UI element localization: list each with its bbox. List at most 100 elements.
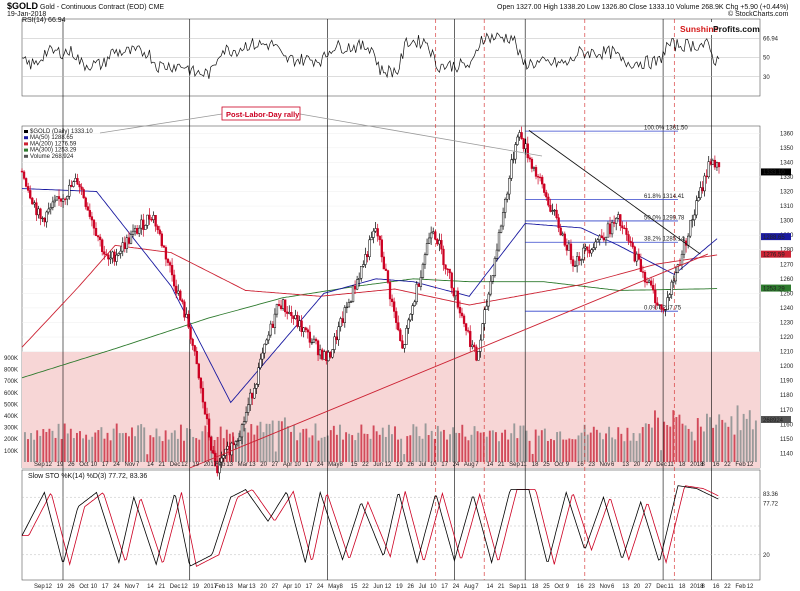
candle-body <box>253 388 256 399</box>
candle-body <box>571 259 575 267</box>
candle-body <box>440 240 443 250</box>
candle-body <box>691 219 694 221</box>
volume-bar <box>72 438 75 462</box>
volume-bar <box>681 423 684 462</box>
volume-bar <box>36 430 39 462</box>
volume-bar <box>378 434 381 462</box>
candle-body <box>218 461 221 474</box>
volume-bar <box>384 436 387 462</box>
volume-bar <box>733 434 736 462</box>
volume-bar <box>657 417 659 462</box>
candle-body <box>563 233 566 246</box>
candle-body <box>61 198 65 202</box>
candle-body <box>117 253 120 256</box>
volume-bar <box>143 427 146 462</box>
candle-body <box>617 214 620 219</box>
volume-bar <box>85 434 88 462</box>
x-tick-label-price: 16 <box>577 462 584 468</box>
candle-body <box>129 234 133 244</box>
candle-body <box>541 176 544 185</box>
candle-body <box>247 404 250 413</box>
volume-bar <box>30 433 33 462</box>
volume-tick-label: 700K <box>4 379 18 385</box>
candle-body <box>553 209 556 212</box>
x-tick-label-price: 17 <box>102 462 109 468</box>
x-tick-label-price: Oct <box>554 462 564 468</box>
volume-bar <box>623 441 626 462</box>
candle-body <box>524 143 527 149</box>
x-tick-label-price: Dec <box>170 462 181 468</box>
candle-body <box>592 247 595 250</box>
volume-bar <box>27 439 29 462</box>
candle-body <box>94 227 98 236</box>
x-tick-label-bottom: 18 <box>679 584 686 590</box>
fib-label: 50.0% 1299.78 <box>644 215 685 221</box>
candle-body <box>360 266 363 279</box>
candle-body <box>413 301 416 306</box>
volume-bar <box>121 433 124 462</box>
volume-bar <box>311 435 314 462</box>
volume-bar <box>730 416 733 462</box>
brand-profits: Profits.com <box>713 24 760 34</box>
candle-body <box>575 256 579 267</box>
candle-body <box>90 216 94 221</box>
volume-bar <box>595 429 598 462</box>
candle-body <box>284 299 287 313</box>
candle-body <box>207 418 211 438</box>
x-tick-label-bottom: Feb <box>215 584 226 590</box>
candle-body <box>499 225 503 233</box>
x-tick-label-bottom: 10 <box>91 584 98 590</box>
candle-body <box>43 217 46 223</box>
candle-body <box>175 285 178 294</box>
candle-body <box>300 320 303 332</box>
candle-body <box>602 237 606 241</box>
candle-body <box>82 189 85 199</box>
volume-bar <box>45 431 48 462</box>
x-tick-label-bottom: 11 <box>520 584 527 590</box>
x-tick-label-bottom: 27 <box>645 584 652 590</box>
candle-body <box>150 219 153 221</box>
candle-body <box>347 302 351 308</box>
volume-bar <box>614 439 617 462</box>
candle-body <box>74 178 77 182</box>
volume-bar <box>534 429 537 462</box>
volume-bar <box>152 437 155 462</box>
candle-body <box>621 225 624 229</box>
candle-body <box>294 315 297 319</box>
volume-bar <box>109 440 112 462</box>
rsi-label: RSI(14) 66.94 <box>22 17 66 24</box>
candle-body <box>84 197 87 207</box>
candle-body <box>654 289 657 304</box>
candle-body <box>78 183 81 188</box>
volume-bar <box>369 438 372 462</box>
x-tick-label-bottom: 17 <box>102 584 109 590</box>
volume-bar <box>702 431 705 462</box>
candle-body <box>508 178 511 195</box>
x-tick-label-price: 8 <box>701 462 705 468</box>
x-tick-label-price: Mar <box>238 462 248 468</box>
volume-bar <box>568 438 571 462</box>
candle-body <box>495 249 499 259</box>
candle-body <box>263 343 266 354</box>
volume-bar <box>494 432 497 462</box>
candle-body <box>251 392 254 399</box>
candle-body <box>349 301 353 303</box>
volume-bar <box>66 433 69 462</box>
y-axis-ticks: 1360135013401330132013101300129012801270… <box>4 131 794 457</box>
candle-body <box>92 219 96 229</box>
candle-body <box>24 178 28 187</box>
volume-bar <box>430 430 433 462</box>
volume-bar <box>696 418 699 462</box>
candle-body <box>214 452 217 467</box>
candle-body <box>693 214 696 221</box>
x-tick-label-price: 25 <box>543 462 550 468</box>
x-tick-label-bottom: Jul <box>419 584 427 590</box>
candle-body <box>316 340 320 356</box>
candle-body <box>318 349 322 356</box>
candle-body <box>458 307 462 314</box>
candle-body <box>267 334 270 341</box>
sto-k-value: 77.72 <box>763 501 779 507</box>
volume-bar <box>63 423 66 462</box>
volume-bar <box>146 454 149 462</box>
candle-body <box>452 287 455 297</box>
